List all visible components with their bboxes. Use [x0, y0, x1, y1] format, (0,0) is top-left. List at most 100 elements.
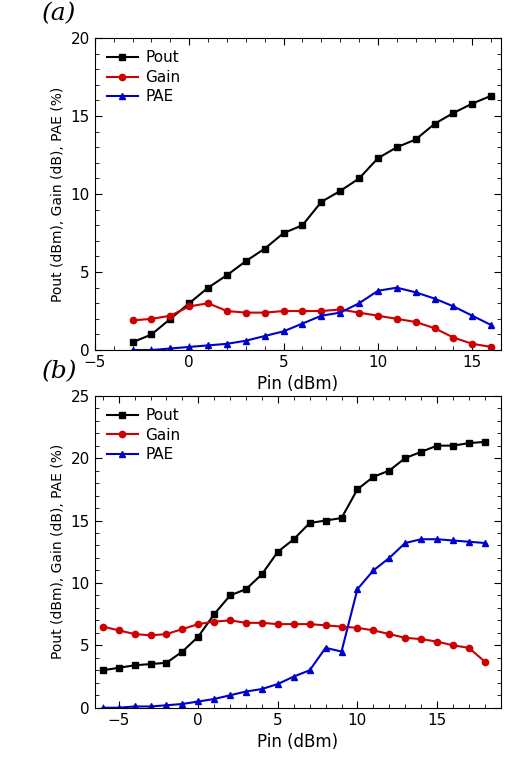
Pout — [243, 584, 249, 594]
Pout — [243, 256, 249, 266]
PAE — [450, 302, 456, 311]
PAE — [413, 288, 419, 297]
PAE — [261, 332, 268, 341]
PAE — [290, 672, 297, 681]
PAE — [195, 697, 201, 706]
PAE — [280, 326, 287, 336]
PAE — [488, 320, 494, 330]
Legend: Pout, Gain, PAE: Pout, Gain, PAE — [102, 46, 185, 109]
Pout — [195, 632, 201, 642]
Gain — [450, 333, 456, 342]
Line: Gain: Gain — [100, 617, 488, 664]
PAE — [100, 703, 106, 712]
Pout — [370, 473, 376, 482]
PAE — [205, 341, 211, 350]
Gain — [179, 625, 186, 634]
Gain — [482, 657, 488, 666]
Gain — [163, 629, 170, 638]
Gain — [469, 339, 475, 349]
PAE — [186, 342, 192, 352]
Text: (a): (a) — [42, 2, 76, 26]
Pout — [338, 514, 345, 523]
Pout — [186, 298, 192, 307]
PAE — [130, 345, 136, 355]
Gain — [186, 302, 192, 311]
Gain — [243, 308, 249, 317]
Gain — [370, 626, 376, 635]
Gain — [402, 633, 408, 642]
Pout — [450, 108, 456, 117]
Gain — [337, 305, 344, 314]
PAE — [224, 339, 230, 349]
Pout — [469, 99, 475, 108]
Line: PAE: PAE — [100, 536, 488, 712]
PAE — [243, 687, 249, 696]
Text: (b): (b) — [42, 360, 77, 384]
Gain — [195, 619, 201, 629]
Pout — [375, 154, 381, 163]
Gain — [338, 622, 345, 631]
Line: Pout: Pout — [100, 439, 488, 673]
PAE — [148, 345, 154, 355]
Pout — [100, 666, 106, 675]
Pout — [163, 658, 170, 667]
Line: PAE: PAE — [129, 284, 495, 354]
Pout — [434, 441, 440, 451]
PAE — [163, 701, 170, 710]
PAE — [375, 286, 381, 295]
Pout — [413, 135, 419, 144]
PAE — [179, 699, 186, 708]
Pout — [179, 647, 186, 656]
Gain — [432, 323, 438, 333]
PAE — [227, 691, 233, 700]
Pout — [259, 570, 265, 579]
Gain — [261, 308, 268, 317]
Pout — [227, 591, 233, 600]
Gain — [418, 635, 424, 644]
PAE — [211, 695, 217, 704]
PAE — [275, 680, 281, 689]
Pout — [275, 547, 281, 556]
PAE — [337, 308, 344, 317]
Gain — [130, 316, 136, 325]
Gain — [299, 307, 306, 316]
Gain — [413, 317, 419, 326]
PAE — [307, 666, 313, 675]
Gain — [259, 618, 265, 627]
PAE — [482, 539, 488, 548]
Pout — [115, 664, 122, 673]
PAE — [131, 702, 138, 711]
Gain — [211, 617, 217, 626]
X-axis label: Pin (dBm): Pin (dBm) — [257, 733, 338, 751]
Pout — [299, 221, 306, 230]
Pout — [148, 330, 154, 339]
Pout — [211, 610, 217, 619]
Gain — [290, 619, 297, 629]
Legend: Pout, Gain, PAE: Pout, Gain, PAE — [102, 403, 185, 466]
PAE — [299, 319, 306, 328]
Pout — [131, 661, 138, 670]
Gain — [307, 619, 313, 629]
PAE — [418, 535, 424, 544]
Gain — [318, 307, 325, 316]
Pout — [488, 91, 494, 100]
Pout — [323, 516, 329, 525]
Pout — [432, 119, 438, 129]
PAE — [370, 566, 376, 575]
Pout — [148, 660, 154, 669]
Pout — [290, 535, 297, 544]
Pout — [280, 228, 287, 237]
Pout — [337, 186, 344, 196]
PAE — [356, 298, 362, 307]
Pout — [402, 454, 408, 463]
Gain — [375, 311, 381, 320]
Pout — [205, 283, 211, 292]
Gain — [323, 621, 329, 630]
Gain — [356, 308, 362, 317]
Gain — [280, 307, 287, 316]
PAE — [434, 535, 440, 544]
Pout — [224, 271, 230, 280]
Gain — [100, 622, 106, 631]
Gain — [466, 643, 472, 652]
Pout — [130, 338, 136, 347]
